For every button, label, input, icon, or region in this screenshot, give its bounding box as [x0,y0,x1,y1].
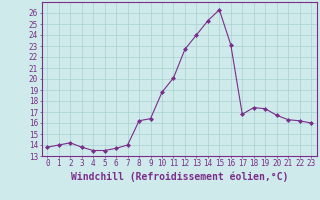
X-axis label: Windchill (Refroidissement éolien,°C): Windchill (Refroidissement éolien,°C) [70,171,288,182]
